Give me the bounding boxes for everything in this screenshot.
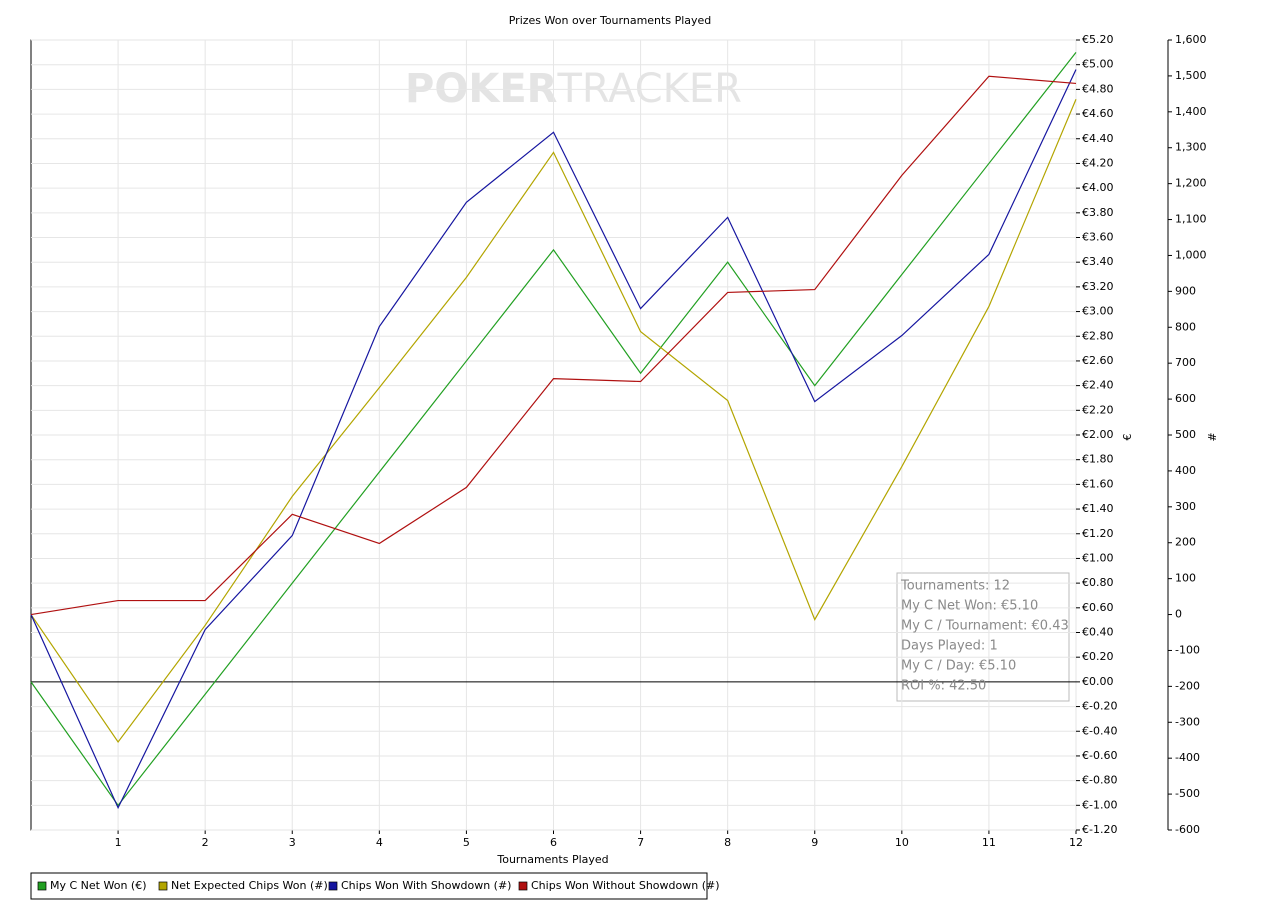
- y-tick-label: €-1.20: [1082, 823, 1117, 836]
- chart-title: Prizes Won over Tournaments Played: [509, 14, 712, 27]
- legend-swatch: [328, 881, 338, 891]
- x-tick-label: 2: [202, 836, 209, 849]
- x-tick-label: 11: [982, 836, 996, 849]
- legend-swatch: [158, 881, 168, 891]
- y2-tick-label: 1,300: [1175, 141, 1207, 154]
- y-tick-label: €2.40: [1082, 379, 1114, 392]
- y-tick-label: €4.80: [1082, 82, 1114, 95]
- y2-tick-label: 200: [1175, 536, 1196, 549]
- y2-tick-label: -600: [1175, 823, 1200, 836]
- y-tick-label: €4.60: [1082, 107, 1114, 120]
- y-tick-label: €0.60: [1082, 601, 1114, 614]
- y2-tick-label: -400: [1175, 751, 1200, 764]
- x-tick-label: 12: [1069, 836, 1083, 849]
- legend-swatch: [518, 881, 528, 891]
- y2-tick-label: 100: [1175, 572, 1196, 585]
- y2-tick-label: 600: [1175, 392, 1196, 405]
- y-tick-label: €5.20: [1082, 33, 1114, 46]
- x-axis-label: Tournaments Played: [496, 853, 608, 866]
- legend: [30, 872, 708, 900]
- y-tick-label: €3.00: [1082, 305, 1114, 318]
- y-axis-label: €: [1121, 434, 1134, 441]
- y-tick-label: €1.60: [1082, 477, 1114, 490]
- x-tick-label: 1: [115, 836, 122, 849]
- y2-tick-label: 1,600: [1175, 33, 1207, 46]
- y2-tick-label: -200: [1175, 679, 1200, 692]
- y2-tick-label: 300: [1175, 500, 1196, 513]
- y-tick-label: €-0.80: [1082, 774, 1117, 787]
- legend-label: My C Net Won (€): [50, 879, 147, 892]
- info-line: ROI %: 42.50: [901, 679, 986, 694]
- series-line: [30, 75, 1077, 616]
- y2-tick-label: 1,000: [1175, 248, 1207, 261]
- legend-label: Chips Won With Showdown (#): [341, 879, 511, 892]
- y-tick-label: €3.20: [1082, 280, 1114, 293]
- y-tick-label: €1.40: [1082, 502, 1114, 515]
- y-tick-label: €3.40: [1082, 255, 1114, 268]
- y-tick-label: €2.00: [1082, 428, 1114, 441]
- info-line: Tournaments: 12: [900, 579, 1010, 594]
- x-tick-label: 7: [637, 836, 644, 849]
- info-line: Days Played: 1: [901, 639, 998, 654]
- series-line: [30, 99, 1077, 744]
- info-box: [896, 572, 1070, 702]
- y2-axis-label: #: [1206, 432, 1219, 441]
- legend-swatch: [37, 881, 47, 891]
- y2-tick-label: -100: [1175, 643, 1200, 656]
- y2-tick-label: 1,200: [1175, 177, 1207, 190]
- x-tick-label: 8: [724, 836, 731, 849]
- y2-tick-label: -500: [1175, 787, 1200, 800]
- y-tick-label: €1.80: [1082, 453, 1114, 466]
- y-tick-label: €-0.60: [1082, 749, 1117, 762]
- y-tick-label: €4.20: [1082, 156, 1114, 169]
- legend-label: Net Expected Chips Won (#): [171, 879, 328, 892]
- y-tick-label: €1.20: [1082, 527, 1114, 540]
- x-tick-label: 10: [895, 836, 909, 849]
- y2-tick-label: 800: [1175, 320, 1196, 333]
- y-tick-label: €-0.20: [1082, 700, 1117, 713]
- x-tick-label: 4: [376, 836, 383, 849]
- y2-tick-label: 900: [1175, 284, 1196, 297]
- y-tick-label: €4.40: [1082, 132, 1114, 145]
- y2-tick-label: 0: [1175, 608, 1182, 621]
- y-tick-label: €2.80: [1082, 329, 1114, 342]
- info-line: My C / Tournament: €0.43: [901, 619, 1069, 634]
- info-line: My C Net Won: €5.10: [901, 599, 1038, 614]
- y-tick-label: €3.60: [1082, 231, 1114, 244]
- y-tick-label: €-0.40: [1082, 724, 1117, 737]
- y-tick-label: €1.00: [1082, 551, 1114, 564]
- y-tick-label: €2.60: [1082, 354, 1114, 367]
- x-tick-label: 9: [811, 836, 818, 849]
- y2-tick-label: -300: [1175, 715, 1200, 728]
- series-line: [30, 51, 1077, 807]
- y2-tick-label: 1,400: [1175, 105, 1207, 118]
- y-tick-label: €3.80: [1082, 206, 1114, 219]
- y-tick-label: €-1.00: [1082, 798, 1117, 811]
- y-tick-label: €4.00: [1082, 181, 1114, 194]
- y2-tick-label: 1,500: [1175, 69, 1207, 82]
- y2-tick-label: 1,100: [1175, 213, 1207, 226]
- y-tick-label: €0.00: [1082, 675, 1114, 688]
- y2-tick-label: 400: [1175, 464, 1196, 477]
- legend-label: Chips Won Without Showdown (#): [531, 879, 720, 892]
- info-line: My C / Day: €5.10: [901, 659, 1016, 674]
- y-tick-label: €5.00: [1082, 58, 1114, 71]
- y2-tick-label: 500: [1175, 428, 1196, 441]
- x-tick-label: 5: [463, 836, 470, 849]
- series-line: [30, 69, 1077, 810]
- y-tick-label: €0.40: [1082, 626, 1114, 639]
- x-tick-label: 6: [550, 836, 557, 849]
- y-tick-label: €0.20: [1082, 650, 1114, 663]
- y2-tick-label: 700: [1175, 356, 1196, 369]
- y-tick-label: €0.80: [1082, 576, 1114, 589]
- x-tick-label: 3: [289, 836, 296, 849]
- y-tick-label: €2.20: [1082, 403, 1114, 416]
